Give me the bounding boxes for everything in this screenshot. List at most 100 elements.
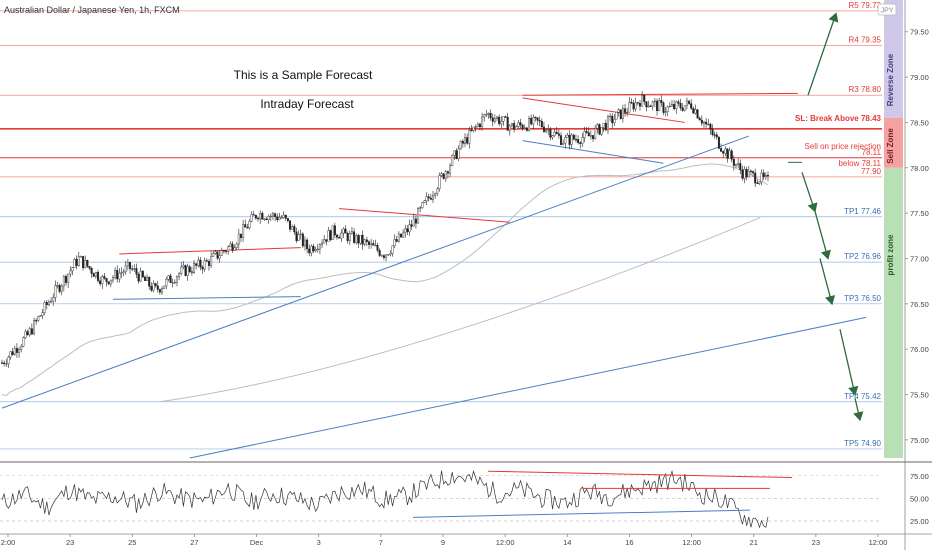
candle-body (1, 362, 4, 364)
candle-body (585, 131, 588, 133)
candle-body (734, 164, 737, 166)
candle-body (99, 280, 102, 285)
candle-body (436, 188, 439, 194)
candle-body (141, 270, 144, 278)
candle-body (216, 251, 219, 259)
candle-body (670, 104, 673, 107)
candle-body (65, 276, 68, 283)
candle-body (692, 108, 695, 114)
candle-body (77, 256, 80, 266)
candle-body (62, 276, 65, 287)
candle-body (457, 148, 460, 159)
candle-body (449, 165, 452, 174)
candle-body (564, 137, 567, 144)
candle-body (555, 131, 558, 135)
candle-body (542, 126, 545, 132)
candle-body (476, 123, 479, 127)
candle-body (107, 281, 110, 285)
candle-body (538, 120, 541, 122)
candle-body (536, 117, 539, 121)
price-tick-label: 78.50 (910, 118, 929, 127)
candle-body (749, 170, 752, 173)
price-tick-label: 76.00 (910, 345, 929, 354)
candle-body (400, 233, 403, 238)
candle-body (28, 328, 31, 336)
candle-body (421, 202, 424, 208)
candle-body (700, 119, 703, 124)
rsi-trendline (412, 509, 751, 518)
candle-body (314, 249, 317, 252)
candle-body (632, 102, 635, 110)
candle-body (656, 100, 659, 111)
candle-body (496, 116, 499, 119)
candle-body (732, 159, 735, 166)
candle-body (193, 263, 196, 273)
candle-body (427, 196, 430, 199)
candle-body (312, 245, 315, 252)
candle-body (489, 113, 492, 119)
price-level-label: TP2 76.96 (844, 252, 881, 261)
time-tick-label: Dec (250, 538, 264, 547)
candle-body (297, 234, 300, 241)
candle-body (474, 126, 477, 128)
candle-body (348, 233, 351, 242)
candle-body (393, 239, 396, 247)
candle-body (333, 225, 336, 236)
subheadline-text: Intraday Forecast (260, 97, 354, 111)
rsi-tick-label: 75.00 (910, 472, 929, 481)
candle-body (739, 163, 742, 171)
candle-body (54, 285, 57, 298)
candle-body (286, 218, 289, 221)
price-tick-label: 79.00 (910, 73, 929, 82)
resistance-line (339, 208, 510, 223)
price-levels: R5 79.73 R4 79.35 R3 78.80 78.11 77.90 TP1 77… (0, 1, 882, 450)
candle-body (540, 121, 543, 128)
price-level-label: TP1 77.46 (844, 207, 881, 216)
candle-body (114, 269, 117, 278)
candle-body (254, 215, 257, 219)
price-tick-label: 77.50 (910, 209, 929, 218)
rsi-trendline (487, 470, 793, 479)
candle-body (681, 107, 684, 111)
candle-body (643, 95, 646, 102)
candle-body (397, 233, 400, 242)
candle-body (175, 276, 178, 283)
candle-body (451, 155, 454, 166)
candle-body (105, 278, 108, 282)
price-level-label: R4 79.35 (849, 35, 882, 44)
candle-body (195, 263, 198, 266)
candle-body (11, 351, 14, 355)
candle-body (350, 231, 353, 234)
time-tick-label: 23 (66, 538, 74, 547)
candle-body (165, 279, 168, 287)
candle-body (737, 163, 740, 165)
candle-body (636, 102, 639, 104)
time-axis[interactable]: 2:00 23 25 27 Dec 3 7 9 12:00 14 16 12:00 21 23 12:00 (1, 534, 888, 547)
candle-body (163, 285, 166, 289)
candle-body (9, 351, 12, 358)
candle-body (685, 100, 688, 106)
candle-body (263, 218, 266, 220)
candle-body (380, 255, 383, 257)
candle-body (606, 116, 609, 131)
candle-body (493, 118, 496, 122)
candle-body (129, 262, 132, 269)
candle-body (133, 268, 136, 270)
candle-body (444, 171, 447, 179)
candle-body (581, 137, 584, 144)
candle-body (745, 169, 748, 178)
candle-body (265, 218, 268, 220)
candle-body (50, 301, 53, 303)
candle-body (604, 123, 607, 131)
candle-body (596, 124, 599, 129)
candle-body (660, 100, 663, 103)
candle-body (615, 112, 618, 120)
candle-body (374, 244, 377, 247)
uptrend-line (189, 316, 867, 459)
candle-body (702, 121, 705, 124)
candle-body (726, 148, 729, 159)
candle-body (103, 276, 106, 279)
candle-body (455, 150, 458, 159)
